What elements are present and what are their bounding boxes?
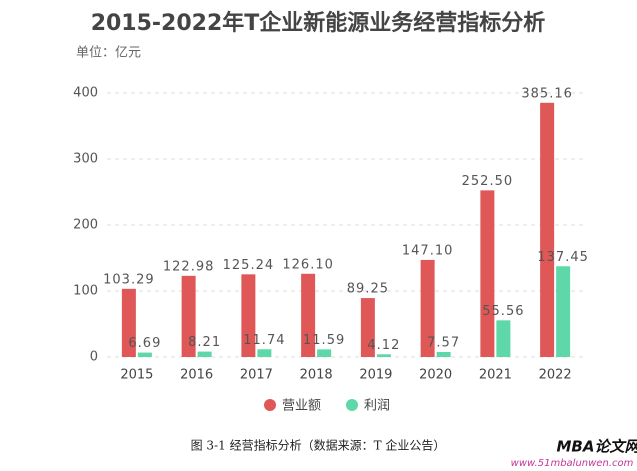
bar xyxy=(181,275,196,357)
value-label: 11.74 xyxy=(243,333,285,348)
value-label: 252.50 xyxy=(462,174,514,189)
bar xyxy=(556,266,571,357)
legend-marker xyxy=(264,399,276,411)
value-label: 103.29 xyxy=(103,272,155,287)
legend-marker xyxy=(346,399,358,411)
value-label: 385.16 xyxy=(521,86,573,101)
bar xyxy=(496,320,511,357)
x-tick-label: 2020 xyxy=(419,368,452,383)
value-label: 4.12 xyxy=(367,338,400,353)
y-tick-label: 400 xyxy=(73,86,98,101)
watermark-title: MBA论文网 xyxy=(557,438,637,456)
bar xyxy=(436,352,451,357)
bar xyxy=(241,274,256,357)
bar xyxy=(360,298,375,357)
x-tick-label: 2022 xyxy=(539,368,572,383)
bar xyxy=(301,273,316,357)
value-label: 8.21 xyxy=(188,335,221,350)
legend-label: 利润 xyxy=(364,399,390,414)
value-label: 89.25 xyxy=(347,282,389,297)
bar xyxy=(197,351,212,357)
y-tick-label: 100 xyxy=(73,284,98,299)
bar xyxy=(317,349,332,357)
y-tick-label: 0 xyxy=(90,350,98,365)
y-tick-label: 300 xyxy=(73,152,98,167)
legend-label: 营业额 xyxy=(282,399,321,414)
value-label: 55.56 xyxy=(482,304,524,319)
x-tick-label: 2018 xyxy=(300,368,333,383)
x-tick-label: 2015 xyxy=(120,368,153,383)
value-label: 125.24 xyxy=(223,258,275,273)
x-tick-label: 2019 xyxy=(359,368,392,383)
x-tick-label: 2017 xyxy=(240,368,273,383)
bar xyxy=(257,349,272,357)
caption: 图 3-1 经营指标分析（数据来源：T 企业公告） xyxy=(191,438,446,453)
bar xyxy=(137,352,152,357)
value-label: 6.69 xyxy=(128,336,161,351)
x-tick-label: 2016 xyxy=(180,368,213,383)
watermark-url: www.51mbalunwen.com xyxy=(511,458,634,469)
value-label: 147.10 xyxy=(402,243,454,258)
bar xyxy=(480,190,495,357)
value-label: 126.10 xyxy=(282,257,334,272)
bar xyxy=(121,288,136,357)
bar xyxy=(420,259,435,357)
chart-title: 2015-2022年T企业新能源业务经营指标分析 xyxy=(91,10,546,36)
value-label: 7.57 xyxy=(427,336,460,351)
value-label: 122.98 xyxy=(163,259,215,274)
chart-subtitle: 单位：亿元 xyxy=(76,46,141,61)
bar xyxy=(540,102,555,357)
y-tick-label: 200 xyxy=(73,218,98,233)
value-label: 11.59 xyxy=(303,333,345,348)
bar xyxy=(376,354,391,357)
value-label: 137.45 xyxy=(537,250,589,265)
x-tick-label: 2021 xyxy=(479,368,512,383)
